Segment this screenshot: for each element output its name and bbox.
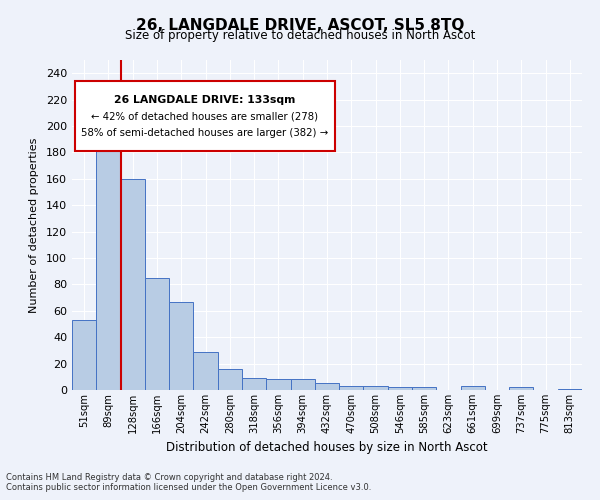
Text: ← 42% of detached houses are smaller (278): ← 42% of detached houses are smaller (27…	[91, 111, 318, 121]
Text: 26 LANGDALE DRIVE: 133sqm: 26 LANGDALE DRIVE: 133sqm	[114, 94, 295, 104]
Bar	[242, 378, 266, 390]
Bar	[145, 278, 169, 390]
Bar	[266, 380, 290, 390]
Text: 26, LANGDALE DRIVE, ASCOT, SL5 8TQ: 26, LANGDALE DRIVE, ASCOT, SL5 8TQ	[136, 18, 464, 32]
Bar	[121, 179, 145, 390]
Bar	[558, 388, 582, 390]
Bar	[96, 138, 121, 390]
X-axis label: Distribution of detached houses by size in North Ascot: Distribution of detached houses by size …	[166, 442, 488, 454]
Bar	[290, 380, 315, 390]
Bar	[169, 302, 193, 390]
Bar	[193, 352, 218, 390]
Text: 58% of semi-detached houses are larger (382) →: 58% of semi-detached houses are larger (…	[81, 128, 328, 138]
Bar	[364, 386, 388, 390]
Bar	[339, 386, 364, 390]
Text: Size of property relative to detached houses in North Ascot: Size of property relative to detached ho…	[125, 29, 475, 42]
Bar	[315, 384, 339, 390]
Bar	[388, 388, 412, 390]
Text: Contains public sector information licensed under the Open Government Licence v3: Contains public sector information licen…	[6, 484, 371, 492]
Bar	[412, 388, 436, 390]
Text: Contains HM Land Registry data © Crown copyright and database right 2024.: Contains HM Land Registry data © Crown c…	[6, 474, 332, 482]
Y-axis label: Number of detached properties: Number of detached properties	[29, 138, 39, 312]
Bar	[218, 369, 242, 390]
FancyBboxPatch shape	[74, 82, 335, 151]
Bar	[72, 320, 96, 390]
Bar	[461, 386, 485, 390]
Bar	[509, 388, 533, 390]
